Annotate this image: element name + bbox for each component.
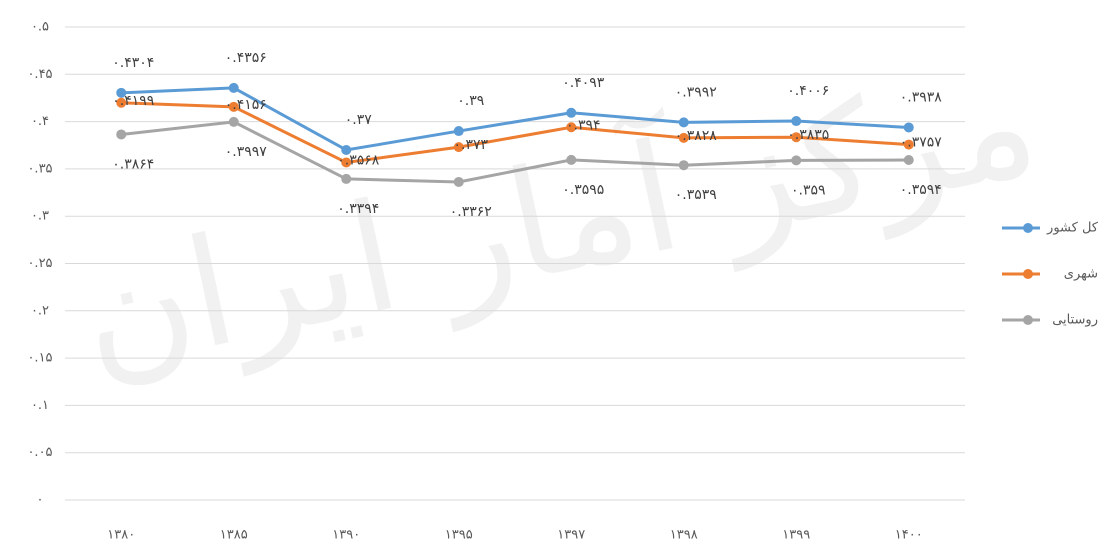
y-tick-label: ۰.۳۵ [27, 161, 52, 176]
point [228, 116, 239, 127]
data-label: ۰.۴۳۵۶ [225, 50, 267, 66]
x-tick-label: ۱۳۹۵ [445, 528, 473, 543]
y-tick-label: ۰.۳ [31, 209, 49, 224]
point [791, 116, 802, 127]
point [903, 155, 914, 166]
y-tick-label: ۰.۴ [31, 114, 49, 129]
data-label: ۰.۳۳۹۴ [337, 201, 379, 217]
x-tick-label: ۱۳۹۸ [670, 528, 698, 543]
point [453, 126, 464, 137]
point [566, 122, 577, 133]
legend-label: روستایی [1052, 313, 1098, 328]
data-label: ۰.۴۰۹۳ [562, 75, 605, 91]
y-tick-label: ۰.۱ [31, 398, 49, 413]
data-label: ۰.۳۹۴ [566, 117, 601, 133]
x-tick-label: ۱۳۹۰ [332, 528, 360, 543]
legend-marker [1023, 223, 1033, 233]
x-tick-label: ۱۳۸۵ [220, 528, 248, 543]
y-tick-label: ۰.۲ [31, 303, 49, 318]
data-label: ۰.۳۸۳۵ [787, 127, 829, 143]
point [678, 117, 689, 128]
y-tick-label: ۰.۴۵ [27, 67, 52, 82]
point [228, 101, 239, 112]
data-label: ۰.۳۷۳ [453, 137, 488, 153]
data-label: ۰.۳۹۹۷ [225, 144, 268, 160]
point [116, 129, 127, 140]
y-tick-label: ۰.۵ [31, 20, 49, 35]
y-tick-label: ۰.۰۵ [27, 445, 52, 460]
data-label: ۰.۴۳۰۴ [112, 55, 154, 71]
point [341, 157, 352, 168]
series-line [121, 101, 909, 165]
point [341, 144, 352, 155]
point [453, 142, 464, 153]
point [453, 176, 464, 187]
data-label: ۰.۳۹۹۲ [675, 84, 717, 100]
point [678, 132, 689, 143]
data-label: ۰.۳۵۶۸ [337, 152, 380, 168]
point [903, 139, 914, 150]
y-tick-label: ۰.۱۵ [27, 351, 52, 366]
point [116, 97, 127, 108]
data-label: ۰.۳۹۳۸ [900, 89, 943, 105]
legend-marker [1023, 269, 1033, 279]
point [791, 155, 802, 166]
point [678, 160, 689, 171]
data-label: ۰.۳۹ [457, 93, 484, 109]
y-tick-label: ۰.۲۵ [27, 256, 52, 271]
data-label: ۰.۳۳۶۲ [450, 204, 492, 220]
x-tick-label: ۱۳۹۹ [782, 528, 810, 543]
point [228, 82, 239, 93]
series-line [121, 86, 909, 152]
legend-marker [1023, 315, 1033, 325]
data-label: ۰.۳۵۹ [791, 182, 826, 198]
data-label: ۰.۳۷ [345, 112, 372, 128]
x-tick-label: ۱۳۸۰ [107, 528, 135, 543]
data-label: ۰.۳۵۳۹ [675, 187, 717, 203]
data-label: ۰.۳۵۹۵ [562, 182, 604, 198]
point [791, 132, 802, 143]
x-tick-label: ۱۳۹۷ [557, 528, 585, 543]
data-label: ۰.۳۸۶۴ [112, 156, 154, 172]
legend-label: کل کشور [1046, 221, 1099, 236]
series-line [121, 120, 909, 184]
data-label: ۰.۴۱۵۶ [225, 97, 267, 113]
data-label: ۰.۳۷۵۷ [900, 135, 943, 151]
point [341, 173, 352, 184]
data-label: ۰.۳۵۹۴ [900, 182, 942, 198]
point [116, 87, 127, 98]
point [903, 122, 914, 133]
point [566, 107, 577, 118]
data-label: ۰.۳۸۲۸ [675, 128, 718, 144]
point [566, 154, 577, 165]
legend-label: شهری [1064, 267, 1098, 282]
data-label: ۰.۴۰۰۶ [787, 83, 829, 99]
x-tick-label: ۱۴۰۰ [895, 528, 923, 543]
y-tick-label: ۰ [37, 493, 44, 508]
data-label: ۰.۴۱۹۹ [112, 93, 154, 109]
